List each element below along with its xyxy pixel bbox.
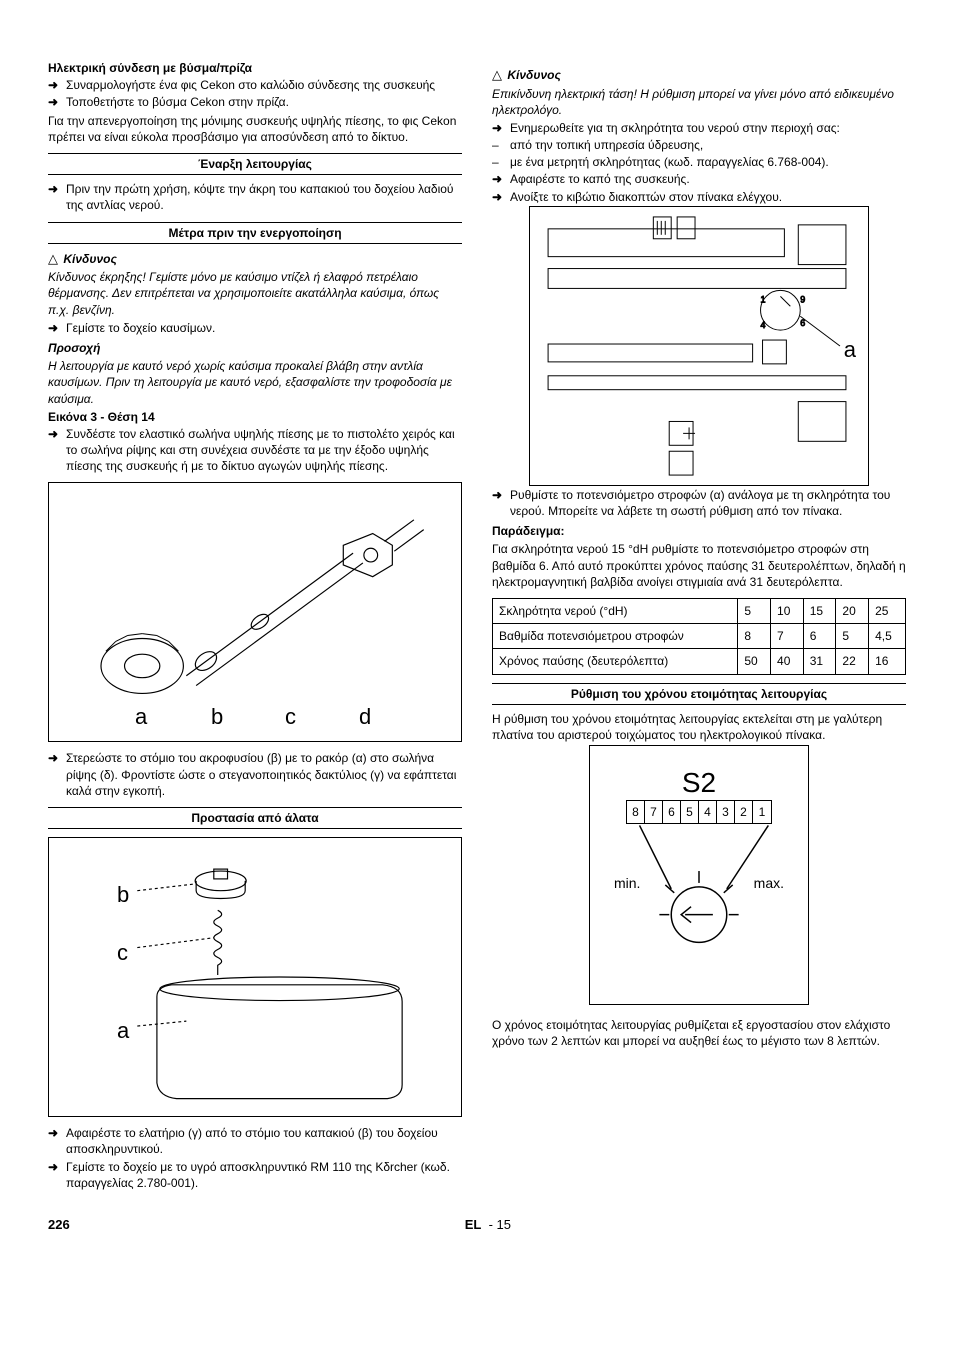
list-item: ➜Συναρμολογήστε ένα φις Cekon στο καλώδι…	[48, 77, 462, 93]
page-number: 226	[48, 1216, 70, 1234]
list-item: ➜Ρυθμίστε το ποτενσιόμετρο στροφών (α) α…	[492, 487, 906, 519]
paragraph: Για την απενεργοποίηση της μόνιμης συσκε…	[48, 113, 462, 145]
list-item: ➜Ενημερωθείτε για τη σκληρότητα του νερο…	[492, 120, 906, 136]
list-item: ➜Τοποθετήστε το βύσμα Cekon στην πρίζα.	[48, 94, 462, 110]
figure-nozzle: a b c d	[48, 482, 462, 742]
list-item: ➜Πριν την πρώτη χρήση, κόψτε την άκρη το…	[48, 181, 462, 213]
list-item: ➜Στερεώστε το στόμιο του ακροφυσίου (β) …	[48, 750, 462, 799]
caution-text: Η λειτουργία με καυτό νερό χωρίς καύσιμα…	[48, 358, 462, 407]
table-row: Σκληρότητα νερού (°dH)510152025	[493, 598, 906, 623]
figure-s2-switch: S2 8 7 6 5 4 3 2 1	[492, 745, 906, 1015]
caution-heading: Προσοχή	[48, 340, 462, 356]
warning-icon: △	[48, 250, 58, 268]
figure-label: b	[211, 702, 223, 732]
danger-heading: △ Κίνδυνος	[492, 66, 906, 84]
s2-max: max.	[754, 874, 784, 893]
section-start: Έναρξη λειτουργίας	[48, 153, 462, 175]
page-footer: 226 EL - 15	[48, 1216, 906, 1234]
s2-min: min.	[614, 874, 640, 893]
svg-text:4: 4	[761, 320, 766, 330]
figure-label: c	[117, 938, 128, 968]
figure-label: d	[359, 702, 371, 732]
danger-text: Κίνδυνος έκρηξης! Γεμίστε μόνο με καύσιμ…	[48, 269, 462, 318]
list-item: ➜Ανοίξτε το κιβώτιο διακοπτών στον πίνακ…	[492, 189, 906, 205]
figure-label: a	[844, 335, 856, 365]
figure-label: a	[135, 702, 147, 732]
section-measures: Μέτρα πριν την ενεργοποίηση	[48, 222, 462, 244]
figure-label: c	[285, 702, 296, 732]
svg-text:1: 1	[761, 294, 766, 304]
figure-label: b	[117, 880, 129, 910]
danger-heading: △ Κίνδυνος	[48, 250, 462, 268]
list-item: ➜Γεμίστε το δοχείο καυσίμων.	[48, 320, 462, 336]
danger-text: Επικίνδυνη ηλεκτρική τάση! Η ρύθμιση μπο…	[492, 86, 906, 118]
hardness-table: Σκληρότητα νερού (°dH)510152025 Βαθμίδα …	[492, 598, 906, 675]
list-item: ➜Συνδέστε τον ελαστικό σωλήνα υψηλής πίε…	[48, 426, 462, 475]
example-heading: Παράδειγμα:	[492, 523, 906, 539]
table-row: Βαθμίδα ποτενσιόμετρου στροφών87654,5	[493, 624, 906, 649]
list-item: ➜Αφαιρέστε το καπό της συσκευής.	[492, 171, 906, 187]
list-item: –από την τοπική υπηρεσία ύδρευσης,	[492, 137, 906, 153]
figure-softener: b c a	[48, 837, 462, 1117]
ready-text-2: Ο χρόνος ετοιμότητας λειτουργίας ρυθμίζε…	[492, 1017, 906, 1049]
figure-ref: Εικόνα 3 - Θέση 14	[48, 409, 462, 425]
list-item: ➜Αφαιρέστε το ελατήριο (γ) από το στόμιο…	[48, 1125, 462, 1157]
example-text: Για σκληρότητα νερού 15 °dH ρυθμίστε το …	[492, 541, 906, 590]
ready-text: Η ρύθμιση του χρόνου ετοιμότητας λειτουρ…	[492, 711, 906, 743]
list-item: ➜Γεμίστε το δοχείο με το υγρό αποσκληρυν…	[48, 1159, 462, 1191]
figure-label: a	[117, 1016, 129, 1046]
svg-text:9: 9	[800, 294, 805, 304]
list-item: –με ένα μετρητή σκληρότητας (κωδ. παραγγ…	[492, 154, 906, 170]
figure-control-panel: 9 6 1 4	[492, 206, 906, 486]
table-row: Χρόνος παύσης (δευτερόλεπτα)5040312216	[493, 649, 906, 674]
section-ready-time: Ρύθμιση του χρόνου ετοιμότητας λειτουργί…	[492, 683, 906, 705]
heading-plug: Ηλεκτρική σύνδεση με βύσμα/πρίζα	[48, 60, 462, 76]
section-scale: Προστασία από άλατα	[48, 807, 462, 829]
warning-icon: △	[492, 66, 502, 84]
